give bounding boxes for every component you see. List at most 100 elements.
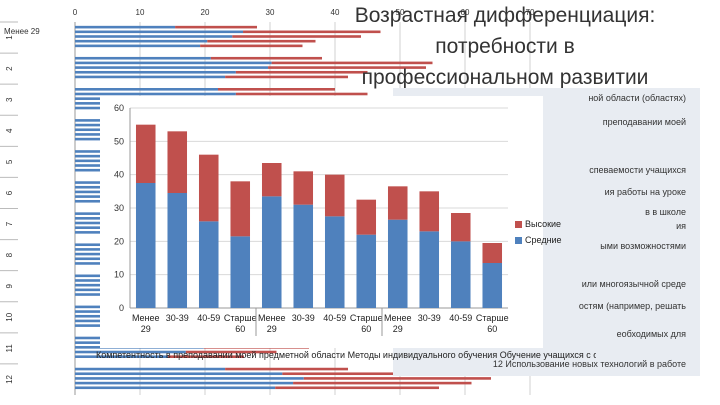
x-tick-label: Менее 29 bbox=[258, 313, 286, 334]
bg-bar-blue bbox=[75, 35, 233, 38]
bg-x-tick-label: 30 bbox=[266, 8, 275, 17]
bg-x-tick-label: 10 bbox=[136, 8, 145, 17]
legend-swatch-medium bbox=[515, 236, 522, 244]
bar-high bbox=[198, 154, 219, 222]
x-tick-label: Менее 29 bbox=[384, 313, 412, 334]
bg-bar-blue bbox=[75, 367, 226, 371]
x-tick-label-line: 30-39 bbox=[418, 313, 441, 323]
bar-medium bbox=[167, 193, 188, 308]
bg-bar-red bbox=[235, 92, 368, 96]
chart-group-labels: Компетентность в преподавании моей предм… bbox=[96, 350, 596, 360]
y-tick-label: 50 bbox=[114, 136, 124, 146]
bg-bar-blue bbox=[75, 381, 294, 385]
bar-high bbox=[230, 181, 251, 237]
bg-row-label: 8 bbox=[5, 252, 14, 257]
bar-medium bbox=[450, 241, 471, 308]
bar-medium bbox=[482, 263, 503, 308]
bg-bar-blue bbox=[75, 66, 269, 69]
bar-medium bbox=[356, 234, 377, 308]
bar-high bbox=[167, 131, 188, 193]
bg-bar-red bbox=[232, 35, 361, 38]
bg-x-tick-label: 60 bbox=[461, 8, 470, 17]
bg-row-label: 12 bbox=[5, 374, 14, 383]
x-tick-label: 40-59 bbox=[449, 313, 472, 323]
legend-label-medium: Средние bbox=[525, 235, 562, 245]
x-tick-label: 40-59 bbox=[197, 313, 220, 323]
table-row: спеваемости учащихся bbox=[589, 165, 686, 175]
bg-bar-blue bbox=[75, 30, 244, 34]
table-row: или многоязычной среде bbox=[581, 279, 686, 289]
bg-bar-red bbox=[167, 355, 244, 358]
x-tick-label-line: 60 bbox=[235, 324, 245, 334]
x-tick-label-line: 30-39 bbox=[166, 313, 189, 323]
x-tick-label-line: Старше bbox=[224, 313, 257, 323]
table-row: ия работы на уроке bbox=[604, 187, 686, 197]
table-row: преподавании моей bbox=[602, 117, 686, 127]
bar-medium bbox=[419, 231, 440, 308]
bg-x-tick-label: 50 bbox=[396, 8, 405, 17]
bg-row-label: 4 bbox=[5, 128, 14, 133]
table-row: ыми возможностями bbox=[600, 241, 686, 251]
bg-row-label: 5 bbox=[5, 159, 14, 164]
bg-bar-red bbox=[225, 367, 348, 371]
bg-row-label: 9 bbox=[5, 283, 14, 288]
bar-high bbox=[324, 174, 345, 217]
bg-bar-blue bbox=[75, 61, 272, 65]
bar-high bbox=[293, 171, 314, 205]
y-tick-label: 40 bbox=[114, 170, 124, 180]
bg-bar-red bbox=[225, 75, 348, 79]
bar-high bbox=[419, 191, 440, 232]
bg-bar-blue bbox=[75, 355, 168, 358]
bar-medium bbox=[387, 219, 408, 308]
table-row: еобходимых для bbox=[616, 329, 686, 339]
bg-bar-blue bbox=[75, 44, 201, 48]
bg-bar-red bbox=[271, 61, 433, 65]
bar-high bbox=[261, 163, 282, 197]
bg-bar-blue bbox=[75, 377, 304, 380]
bg-bar-red bbox=[303, 377, 491, 380]
bg-row-label: 6 bbox=[5, 190, 14, 195]
bar-medium bbox=[135, 183, 156, 308]
legend-label-high: Высокие bbox=[525, 219, 562, 229]
x-tick-label-line: Менее bbox=[258, 313, 286, 323]
x-tick-label-line: 60 bbox=[361, 324, 371, 334]
bg-bar-blue bbox=[75, 92, 236, 96]
bar-high bbox=[450, 213, 471, 242]
x-tick-label: Старше 60 bbox=[476, 313, 509, 334]
y-tick-label: 20 bbox=[114, 236, 124, 246]
title-line-1: Возрастная дифференциация: bbox=[354, 4, 656, 27]
bar-medium bbox=[324, 216, 345, 308]
bar-high bbox=[356, 199, 377, 235]
y-tick-label: 10 bbox=[114, 270, 124, 280]
bg-bar-red bbox=[282, 372, 452, 376]
bar-high bbox=[135, 124, 156, 183]
x-tick-label: 30-39 bbox=[292, 313, 315, 323]
bg-x-tick-label: 40 bbox=[331, 8, 340, 17]
legend-item-medium: Средние bbox=[515, 232, 562, 248]
bar-medium bbox=[261, 196, 282, 308]
age-differentiation-chart: 0 10 20 30 40 50 60 Менее 29 30-39 40-59 Старше 60 Ме… bbox=[100, 96, 543, 348]
bg-x-tick-label: 20 bbox=[201, 8, 210, 17]
x-tick-label-line: 60 bbox=[487, 324, 497, 334]
bg-row-label: 3 bbox=[5, 97, 14, 102]
bar-medium bbox=[293, 204, 314, 308]
bg-bar-red bbox=[207, 39, 316, 43]
x-tick-label: Старше 60 bbox=[350, 313, 383, 334]
x-tick-label-line: Менее bbox=[132, 313, 160, 323]
y-tick-label: 30 bbox=[114, 203, 124, 213]
bg-bar-red bbox=[293, 381, 472, 385]
bg-bar-blue bbox=[75, 386, 276, 390]
legend-item-high: Высокие bbox=[515, 216, 562, 232]
bar-medium bbox=[198, 221, 219, 308]
table-row: ной области (областях) bbox=[588, 93, 686, 103]
x-tick-label-line: Старше bbox=[476, 313, 509, 323]
x-tick-label-line: 40-59 bbox=[197, 313, 220, 323]
x-tick-label: 30-39 bbox=[166, 313, 189, 323]
chart-legend: Высокие Средние bbox=[515, 216, 562, 248]
legend-swatch-high bbox=[515, 220, 522, 228]
x-tick-label-line: Менее bbox=[384, 313, 412, 323]
bg-bar-red bbox=[185, 350, 277, 354]
table-row: 12 Использование новых технологий в рабо… bbox=[492, 359, 686, 369]
table-row: в в школе bbox=[645, 207, 686, 217]
